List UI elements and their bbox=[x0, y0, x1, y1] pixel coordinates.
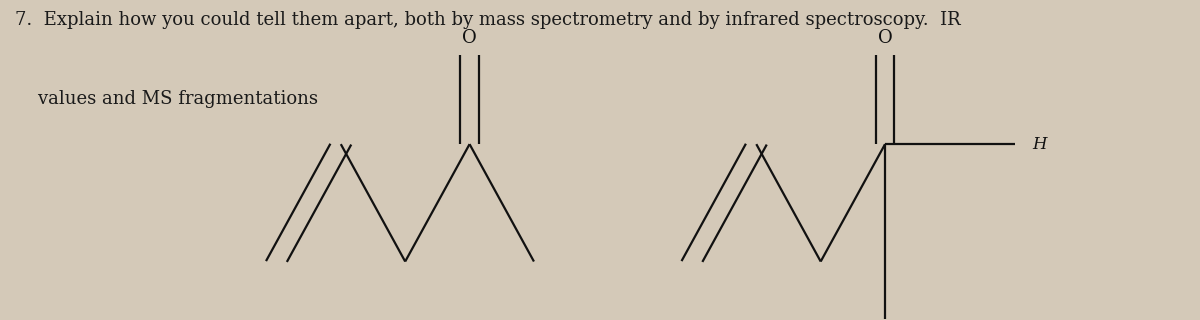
Text: H: H bbox=[1032, 136, 1048, 153]
Text: O: O bbox=[462, 29, 476, 47]
Text: O: O bbox=[877, 29, 893, 47]
Text: 7.  Explain how you could tell them apart, both by mass spectrometry and by infr: 7. Explain how you could tell them apart… bbox=[16, 11, 961, 29]
Text: values and MS fragmentations: values and MS fragmentations bbox=[16, 90, 318, 108]
